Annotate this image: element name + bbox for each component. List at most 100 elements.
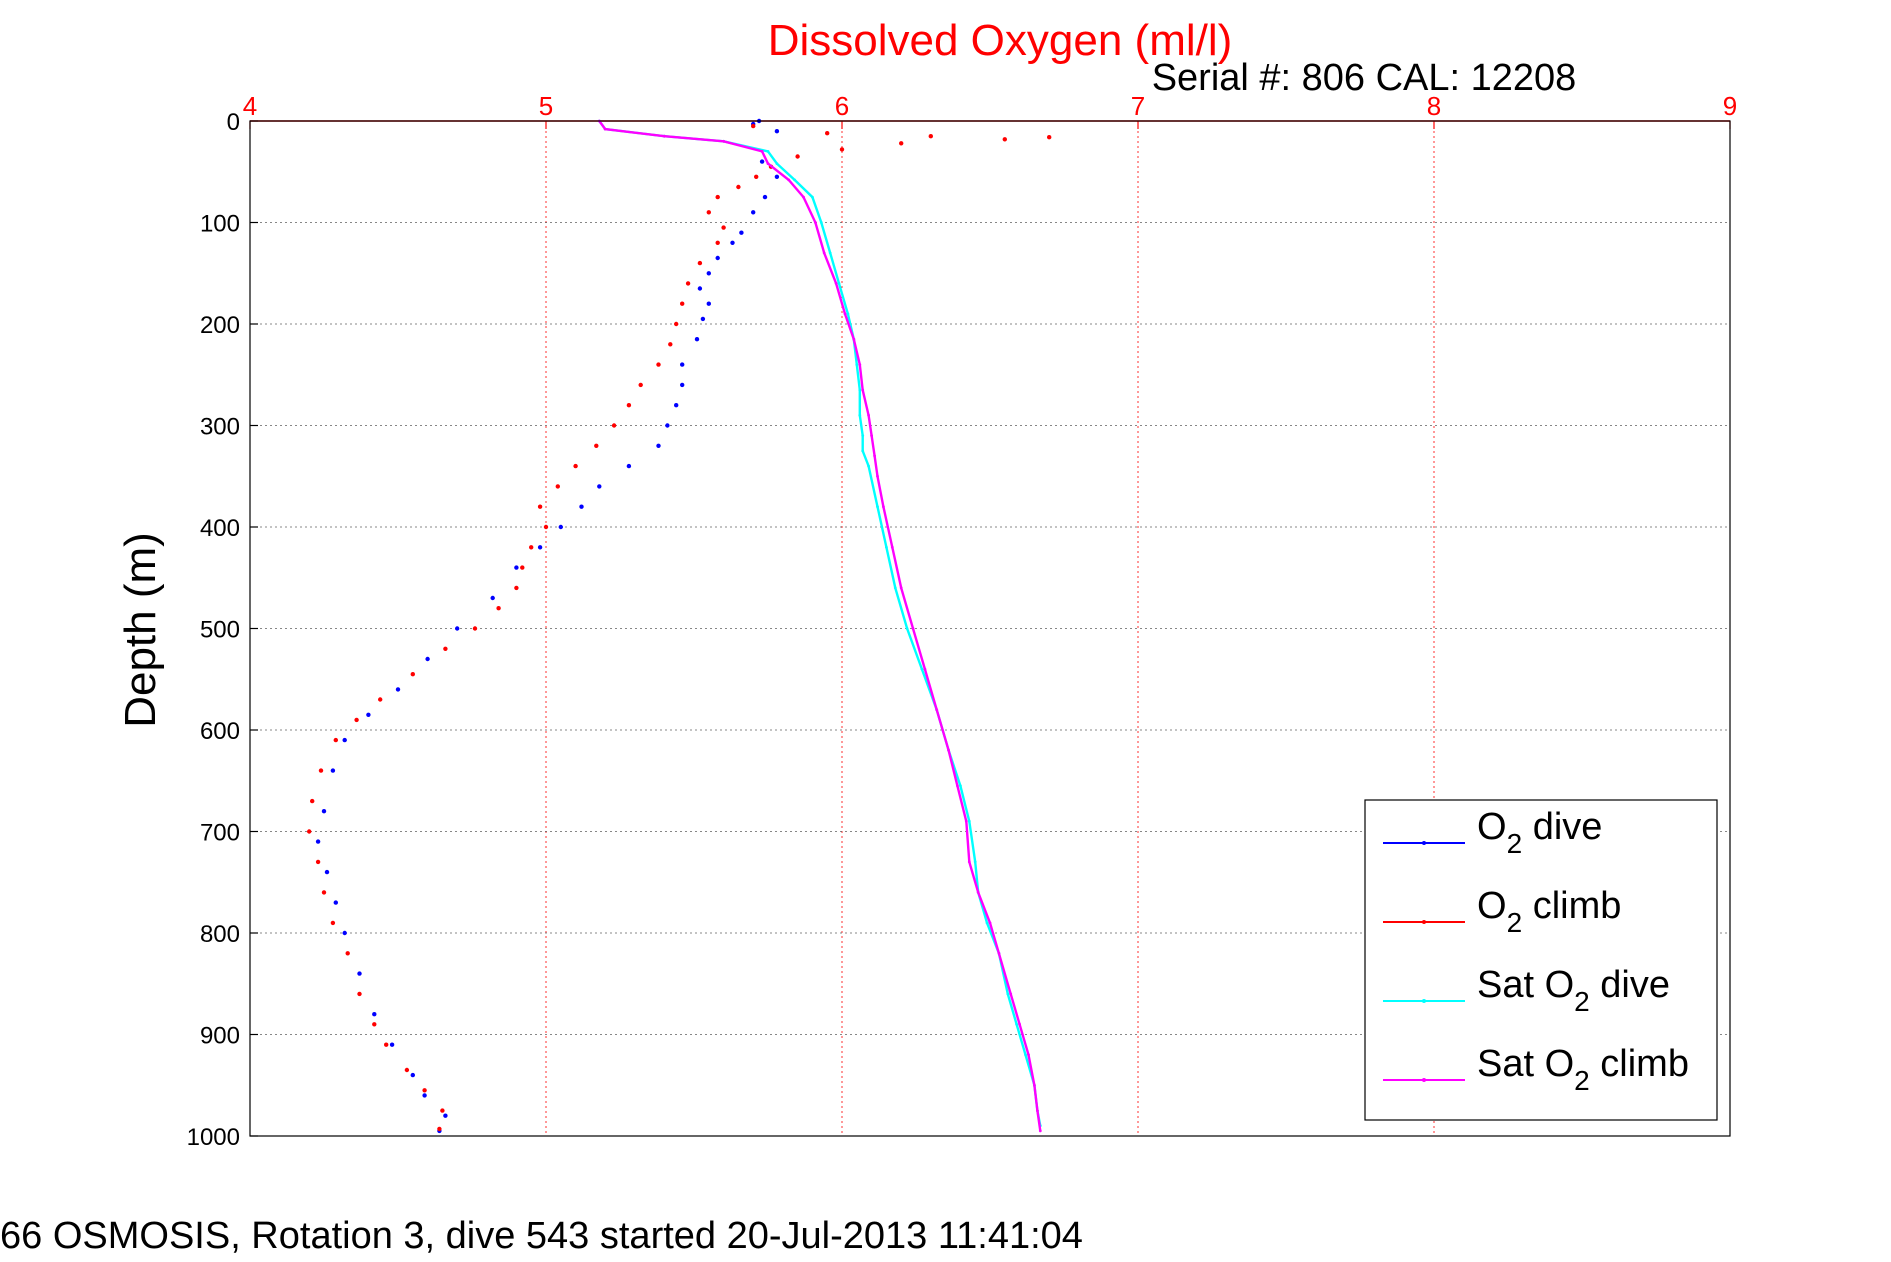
data-point-o2_climb <box>310 798 315 804</box>
data-point-sat_climb <box>722 139 725 143</box>
data-point-sat_dive <box>858 413 862 417</box>
data-point-sat_climb <box>997 951 1001 955</box>
plot-axes-box <box>249 120 1731 1137</box>
data-point-o2_climb <box>404 1067 410 1073</box>
data-point-o2_climb <box>573 463 578 469</box>
data-point-o2_climb <box>422 1088 427 1093</box>
data-point-sat_dive <box>766 150 770 153</box>
x-tick-label: 8 <box>1427 91 1441 121</box>
data-point-o2_climb <box>555 484 560 489</box>
data-point-sat_dive <box>846 312 850 316</box>
data-point-o2_dive <box>330 768 336 773</box>
data-point-o2_climb <box>443 646 448 651</box>
data-point-sat_climb <box>870 434 873 437</box>
data-point-o2_dive <box>422 1093 427 1098</box>
data-point-sat_dive <box>985 921 989 925</box>
data-point-sat_climb <box>911 627 915 630</box>
data-point-sat_climb <box>760 150 764 153</box>
data-point-o2_dive <box>372 1012 377 1017</box>
dive-info-footer: 66 OSMOSIS, Rotation 3, dive 543 started… <box>0 1215 1083 1257</box>
data-point-o2_dive <box>342 930 347 936</box>
legend-label-o2_dive: O2 dive <box>1477 806 1602 859</box>
y-axis-ticks: 0 100 200 300 400 500 600 700 800 900 1000 <box>187 109 258 1151</box>
data-point-sat_climb <box>923 667 927 671</box>
data-point-o2_dive <box>706 271 711 276</box>
data-point-o2_dive <box>579 504 584 509</box>
legend-marker-sat_climb <box>1422 1078 1426 1082</box>
data-point-o2_dive <box>715 255 720 261</box>
data-point-sat_climb <box>964 819 968 823</box>
data-point-sat_dive <box>973 860 977 864</box>
data-point-o2_climb <box>333 737 338 743</box>
data-point-sat_dive <box>858 388 862 392</box>
data-point-o2_dive <box>774 129 780 134</box>
x-tick-label: 7 <box>1131 91 1145 121</box>
series-sat_dive <box>597 119 1042 1128</box>
data-point-o2_climb <box>345 951 350 956</box>
data-point-sat_dive <box>905 627 909 630</box>
data-point-o2_climb <box>668 342 673 347</box>
data-point-sat_dive <box>793 178 796 182</box>
legend-marker-sat_dive <box>1422 999 1426 1003</box>
data-point-o2_climb <box>638 382 643 388</box>
data-point-o2_dive <box>514 565 519 570</box>
data-point-sat_dive <box>967 819 971 823</box>
data-point-o2_climb <box>321 890 327 895</box>
data-point-sat_climb <box>787 178 791 182</box>
data-point-o2_climb <box>656 362 661 367</box>
data-point-o2_climb <box>384 1042 389 1047</box>
data-point-o2_dive <box>357 971 362 976</box>
series-line-sat_climb <box>598 120 1042 1132</box>
y-tick-label: 900 <box>200 1023 240 1050</box>
data-point-sat_dive <box>819 221 823 224</box>
data-point-sat_climb <box>858 363 862 366</box>
data-point-o2_climb <box>611 423 617 428</box>
y-tick-label: 300 <box>200 414 240 441</box>
data-point-o2_dive <box>425 656 430 662</box>
data-point-o2_climb <box>1002 137 1007 142</box>
data-point-sat_climb <box>814 221 817 224</box>
data-point-o2_dive <box>597 484 602 489</box>
data-point-o2_dive <box>626 463 632 469</box>
data-point-sat_climb <box>947 748 950 752</box>
data-point-o2_dive <box>558 524 563 530</box>
data-point-sat_climb <box>988 921 992 925</box>
legend-marker-o2_dive <box>1422 841 1426 845</box>
data-point-o2_climb <box>496 606 501 611</box>
plot-series <box>307 118 1052 1134</box>
data-point-sat_climb <box>1036 1109 1039 1112</box>
data-point-sat_climb <box>935 708 939 712</box>
y-tick-label: 700 <box>200 820 240 847</box>
data-point-sat_climb <box>766 162 770 166</box>
data-point-o2_climb <box>715 194 720 200</box>
data-point-sat_dive <box>885 545 888 549</box>
y-tick-label: 100 <box>200 211 240 238</box>
y-tick-label: 0 <box>227 109 240 136</box>
data-point-o2_dive <box>706 301 711 306</box>
x-tick-label: 9 <box>1723 91 1737 121</box>
data-point-sat_climb <box>852 337 856 341</box>
legend: O2 dive O2 climb Sat O2 dive Sat O2 climb <box>1364 799 1718 1121</box>
data-point-sat_dive <box>861 434 865 437</box>
data-point-o2_dive <box>774 174 780 179</box>
data-point-sat_dive <box>1024 1053 1027 1057</box>
data-point-o2_climb <box>754 174 759 179</box>
data-point-sat_climb <box>873 454 876 458</box>
data-point-o2_climb <box>680 301 685 306</box>
data-point-o2_dive <box>656 443 661 448</box>
y-tick-label: 500 <box>200 617 240 644</box>
data-point-o2_climb <box>514 585 519 591</box>
data-point-sat_climb <box>663 134 666 138</box>
data-point-o2_climb <box>315 859 321 865</box>
data-point-o2_climb <box>437 1126 442 1132</box>
data-point-o2_climb <box>372 1022 377 1027</box>
data-point-o2_climb <box>736 184 741 190</box>
y-axis-label: Depth (m) <box>116 532 165 728</box>
data-point-o2_climb <box>899 141 904 146</box>
data-point-o2_climb <box>626 403 632 408</box>
data-point-o2_dive <box>680 382 685 388</box>
data-point-o2_climb <box>928 134 933 139</box>
data-point-o2_dive <box>410 1072 415 1078</box>
data-point-o2_climb <box>357 991 362 997</box>
